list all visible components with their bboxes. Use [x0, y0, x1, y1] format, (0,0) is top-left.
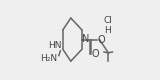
Text: N: N	[82, 34, 90, 44]
Text: HN: HN	[48, 42, 62, 50]
Text: Cl: Cl	[104, 16, 113, 25]
Text: H: H	[104, 26, 111, 35]
Text: O: O	[97, 35, 105, 45]
Text: H₂N: H₂N	[40, 54, 57, 63]
Text: O: O	[91, 49, 99, 59]
